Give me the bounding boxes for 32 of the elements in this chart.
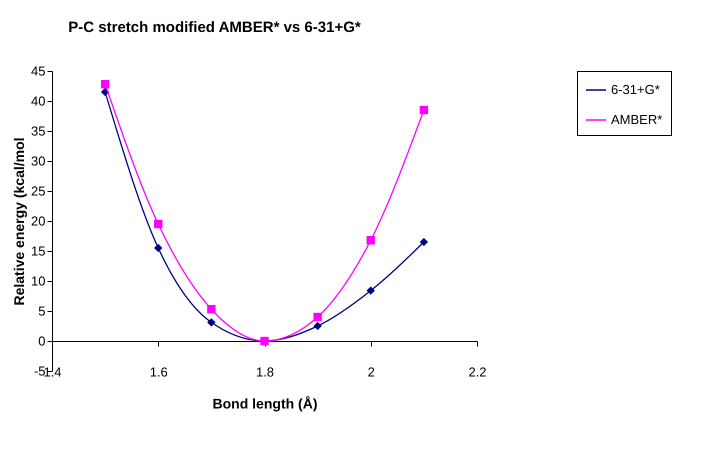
point: [207, 305, 216, 314]
y-tick-label: 45: [31, 64, 46, 78]
point: [313, 312, 322, 322]
x-tick-label: 1.6: [150, 364, 168, 380]
y-tick-label: 25: [31, 184, 46, 198]
y-tick-label: 40: [31, 94, 46, 108]
y-tick-label: 10: [31, 274, 46, 288]
chart-title: P-C stretch modified AMBER* vs 6-31+G*: [68, 19, 361, 36]
point: [366, 286, 375, 295]
point: [420, 238, 428, 246]
y-tick-label: 20: [31, 214, 46, 228]
point: [154, 244, 162, 252]
x-tick-label: 2: [368, 364, 375, 380]
point: [366, 236, 375, 244]
x-tick-label: 1.8: [256, 364, 274, 380]
y-tick-label: 30: [31, 154, 46, 168]
y-axis-title: Relative energy (kcal/mol: [11, 137, 28, 306]
y-tick-label: -5: [34, 364, 46, 378]
y-tick-label: 5: [38, 304, 46, 318]
point: [313, 322, 322, 330]
legend-label: AMBER*: [611, 112, 662, 127]
y-tick-label: 15: [31, 244, 46, 258]
x-axis-title: Bond length (Å): [212, 396, 318, 412]
y-tick-label: 0: [38, 334, 46, 348]
y-tick-label: 35: [31, 124, 46, 138]
legend-label: 6-31+G*: [611, 82, 660, 97]
point: [207, 318, 216, 327]
point: [420, 106, 428, 114]
point: [154, 220, 162, 228]
x-tick-label: 1.4: [43, 364, 62, 380]
point: [100, 80, 110, 88]
x-tick-label: 2.2: [468, 364, 487, 380]
